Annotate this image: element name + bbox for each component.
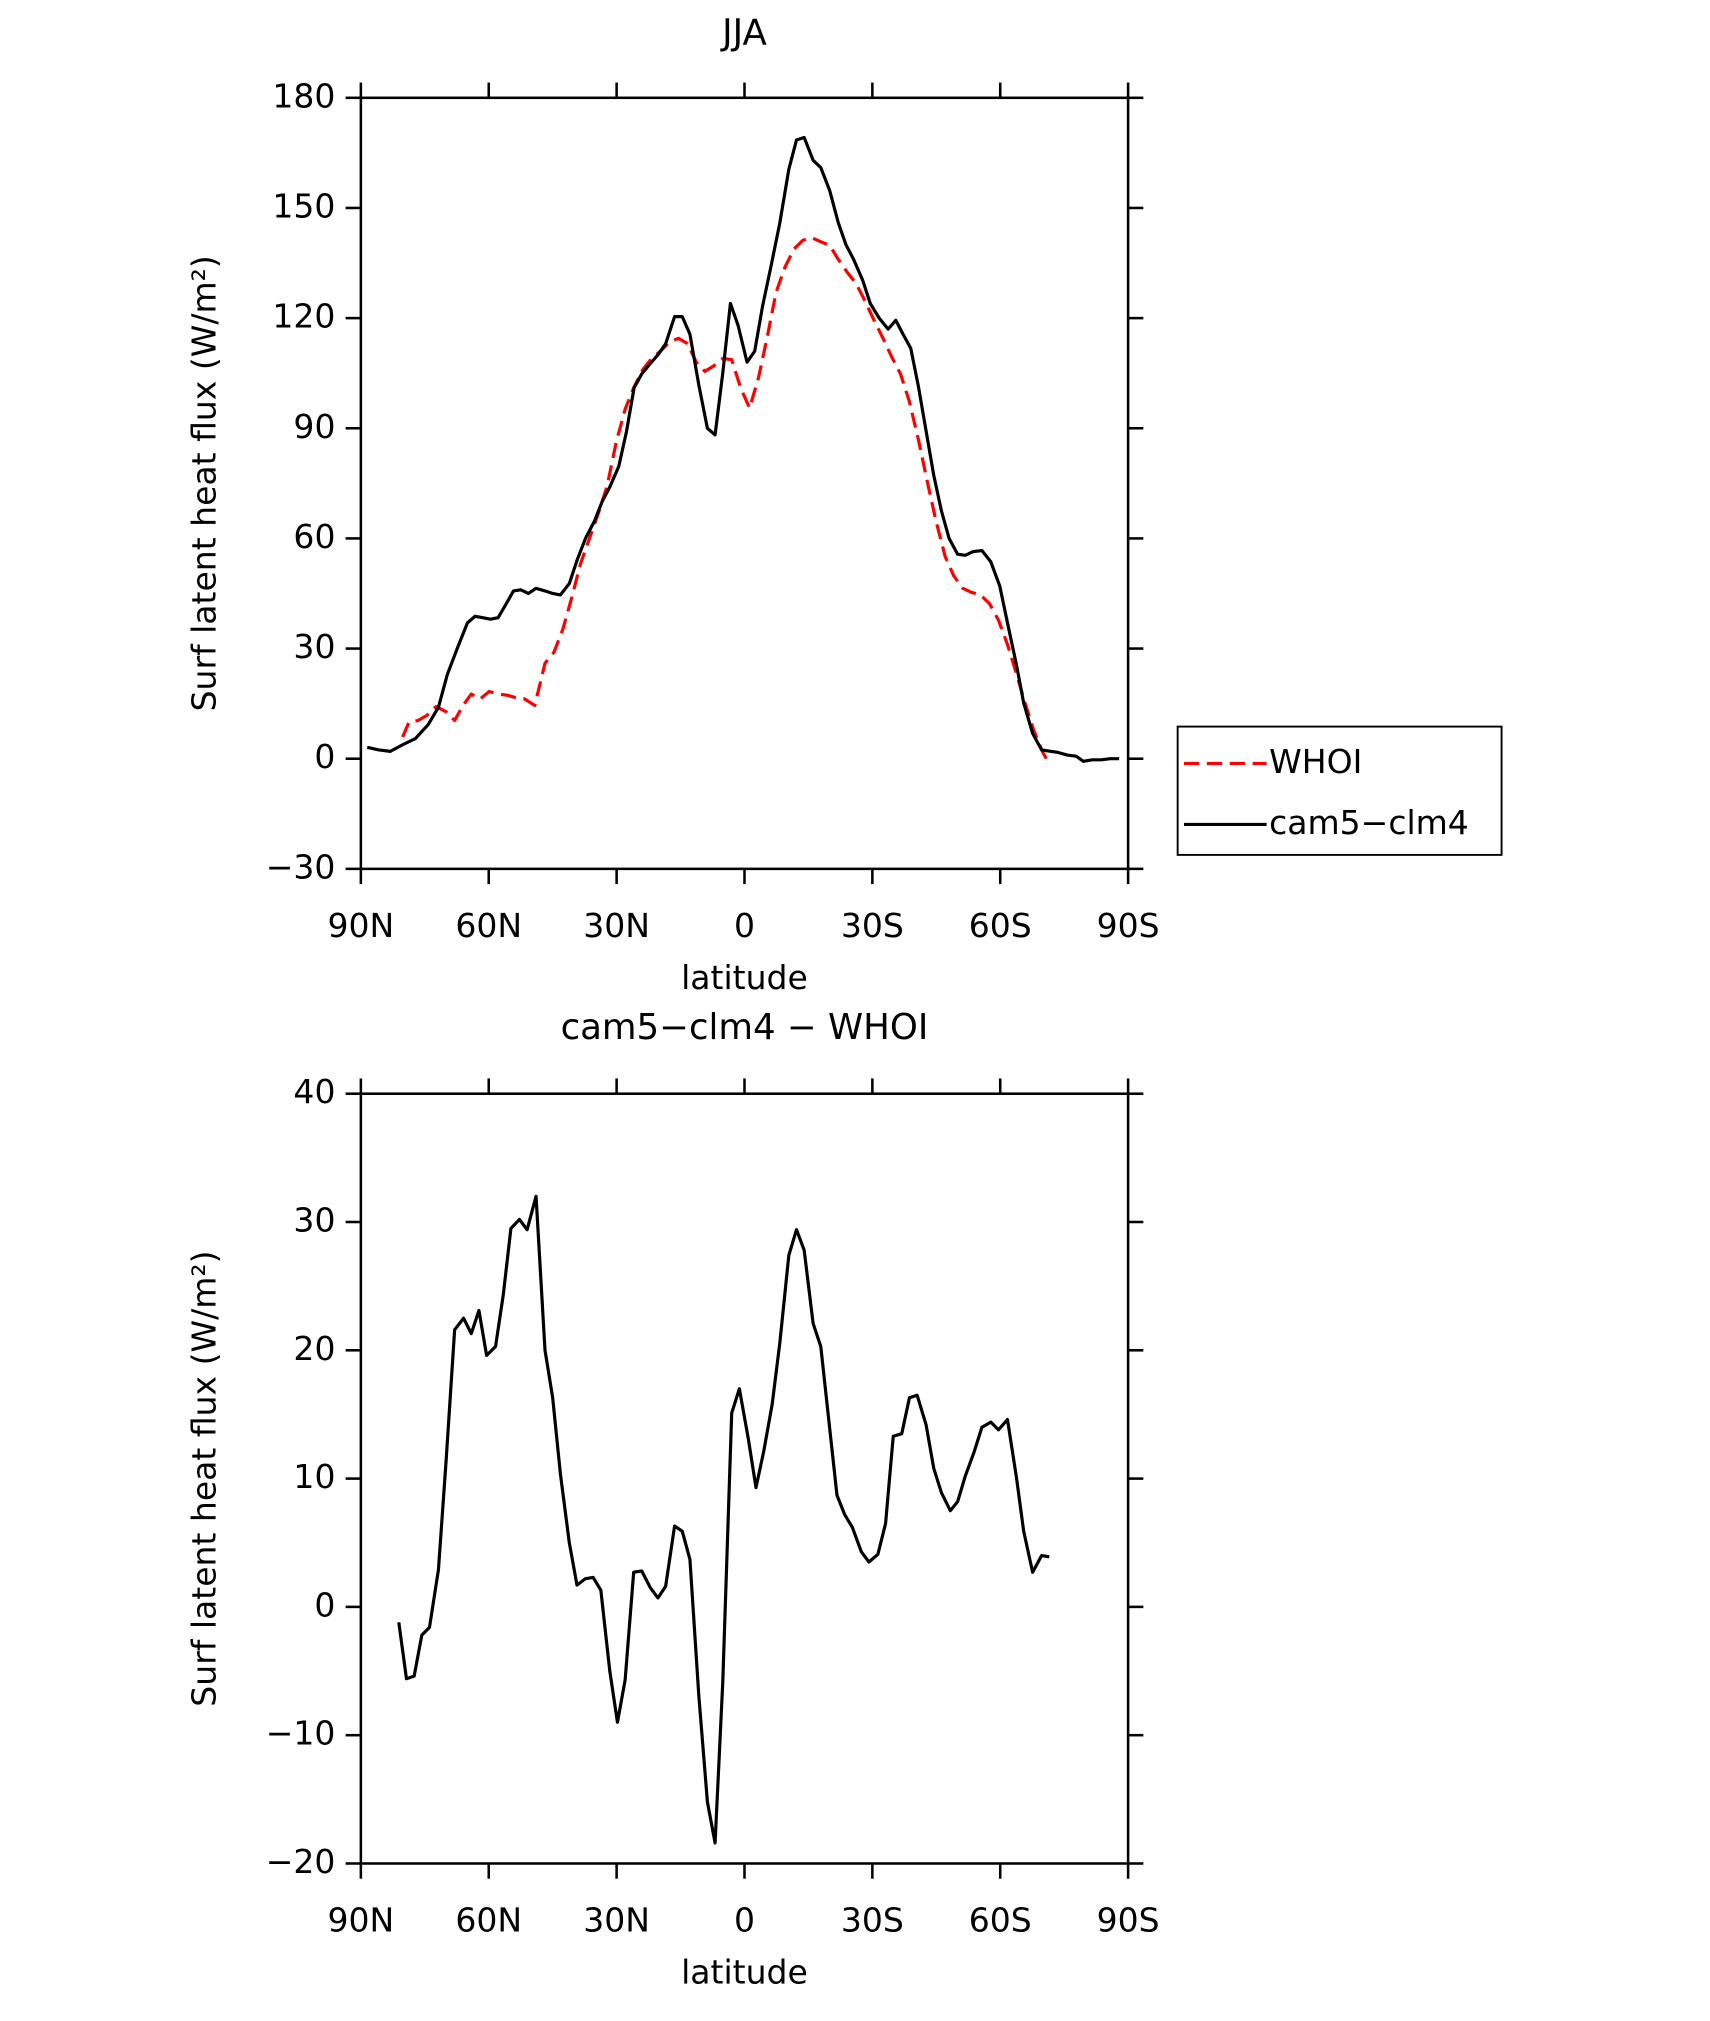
x-tick-label: 30S xyxy=(841,906,904,945)
x-tick-label: 0 xyxy=(734,1900,755,1939)
y-tick-label: 40 xyxy=(293,1072,335,1111)
x-tick-label: 30S xyxy=(841,1900,904,1939)
plot-frame xyxy=(359,96,1130,871)
data-line xyxy=(366,135,1120,763)
x-tick-label: 60N xyxy=(455,906,522,945)
y-tick-label: 90 xyxy=(293,407,335,446)
legend-label: cam5−clm4 xyxy=(1269,803,1469,842)
x-tick-label: 60S xyxy=(969,1900,1032,1939)
x-tick-label: 90S xyxy=(1097,1900,1160,1939)
x-tick-label: 90S xyxy=(1097,906,1160,945)
x-tick-label: 30N xyxy=(583,906,650,945)
y-tick-label: 30 xyxy=(293,627,335,666)
y-tick-label: 150 xyxy=(272,186,335,225)
x-tick-label: 90N xyxy=(328,1900,395,1939)
x-axis-label: latitude xyxy=(681,1953,808,1992)
y-axis-label: Surf latent heat flux (W/m²) xyxy=(184,255,223,711)
y-tick-label: 120 xyxy=(272,297,335,336)
plot-frame xyxy=(359,1092,1130,1865)
x-tick-label: 90N xyxy=(328,906,395,945)
x-tick-label: 0 xyxy=(734,906,755,945)
data-line xyxy=(397,1194,1050,1845)
legend-label: WHOI xyxy=(1269,742,1362,781)
y-axis-label: Surf latent heat flux (W/m²) xyxy=(184,1250,223,1706)
x-tick-label: 60S xyxy=(969,906,1032,945)
legend-box xyxy=(1176,725,1503,856)
y-tick-label: −10 xyxy=(266,1714,336,1753)
y-tick-label: −30 xyxy=(266,847,336,886)
y-tick-label: 0 xyxy=(314,1585,335,1624)
data-line xyxy=(401,236,1051,765)
x-tick-label: 60N xyxy=(455,1900,522,1939)
y-tick-label: 20 xyxy=(293,1329,335,1368)
y-tick-label: 60 xyxy=(293,517,335,556)
x-axis-label: latitude xyxy=(681,958,808,997)
x-tick-label: 30N xyxy=(583,1900,650,1939)
y-tick-label: −20 xyxy=(266,1842,336,1881)
chart-title: JJA xyxy=(720,12,767,53)
y-tick-label: 0 xyxy=(314,737,335,776)
y-tick-label: 10 xyxy=(293,1457,335,1496)
y-tick-label: 180 xyxy=(272,76,335,115)
y-tick-label: 30 xyxy=(293,1201,335,1240)
chart-title: cam5−clm4 − WHOI xyxy=(561,1007,929,1048)
